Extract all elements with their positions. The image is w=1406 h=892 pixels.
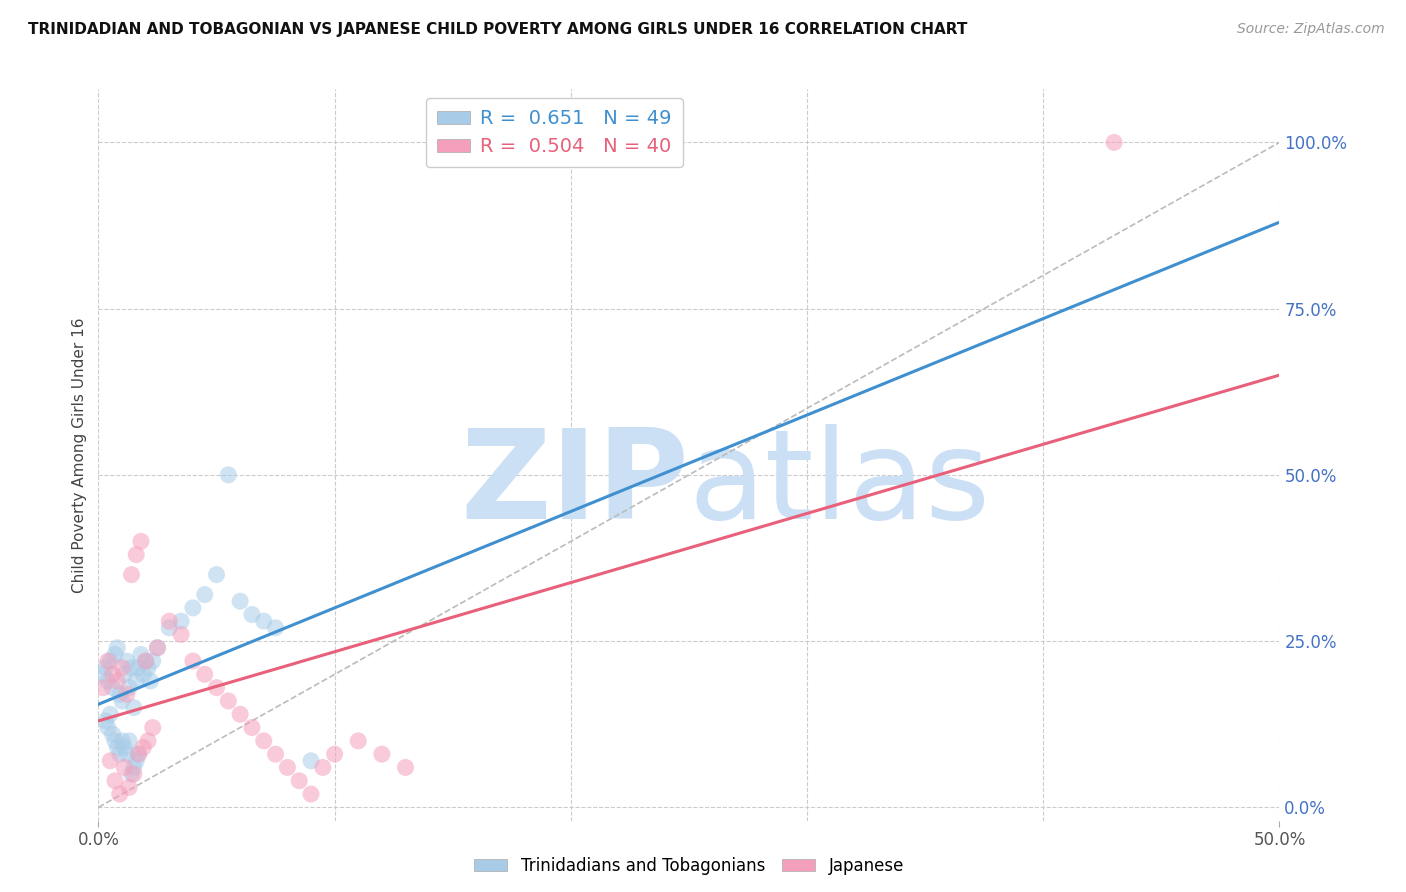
Point xyxy=(108,787,131,801)
Point xyxy=(101,667,124,681)
Point xyxy=(97,673,120,688)
Point xyxy=(217,467,239,482)
Point xyxy=(104,648,127,662)
Point xyxy=(98,754,121,768)
Point xyxy=(194,588,217,602)
Point xyxy=(111,734,134,748)
Text: atlas: atlas xyxy=(689,424,991,545)
Point xyxy=(312,760,335,774)
Point xyxy=(112,740,135,755)
Point xyxy=(125,754,148,768)
Point xyxy=(371,747,394,761)
Point xyxy=(264,747,287,761)
Y-axis label: Child Poverty Among Girls Under 16: Child Poverty Among Girls Under 16 xyxy=(72,318,87,592)
Point xyxy=(181,654,204,668)
Point xyxy=(139,673,162,688)
Text: TRINIDADIAN AND TOBAGONIAN VS JAPANESE CHILD POVERTY AMONG GIRLS UNDER 16 CORREL: TRINIDADIAN AND TOBAGONIAN VS JAPANESE C… xyxy=(28,22,967,37)
Point xyxy=(98,654,121,668)
Point xyxy=(181,600,204,615)
Point xyxy=(299,787,322,801)
Point xyxy=(129,534,152,549)
Point xyxy=(125,548,148,562)
Point xyxy=(108,687,131,701)
Point xyxy=(122,767,145,781)
Point xyxy=(170,627,193,641)
Point xyxy=(104,773,127,788)
Point xyxy=(205,681,228,695)
Point xyxy=(146,640,169,655)
Point xyxy=(205,567,228,582)
Point xyxy=(170,614,193,628)
Point xyxy=(136,734,159,748)
Legend: Trinidadians and Tobagonians, Japanese: Trinidadians and Tobagonians, Japanese xyxy=(467,850,911,882)
Point xyxy=(112,760,135,774)
Text: Source: ZipAtlas.com: Source: ZipAtlas.com xyxy=(1237,22,1385,37)
Point xyxy=(323,747,346,761)
Point xyxy=(128,661,150,675)
Point xyxy=(1102,136,1125,150)
Point xyxy=(157,621,180,635)
Point xyxy=(264,621,287,635)
Point xyxy=(194,667,217,681)
Point xyxy=(299,754,322,768)
Point xyxy=(394,760,416,774)
Point xyxy=(132,667,155,681)
Point xyxy=(157,614,180,628)
Point xyxy=(101,727,124,741)
Point xyxy=(128,747,150,761)
Point xyxy=(142,654,165,668)
Point xyxy=(132,740,155,755)
Point xyxy=(101,681,124,695)
Point xyxy=(129,648,152,662)
Point xyxy=(91,667,114,681)
Point xyxy=(94,714,117,728)
Point xyxy=(125,673,148,688)
Point xyxy=(122,760,145,774)
Point xyxy=(105,673,128,688)
Point xyxy=(94,661,117,675)
Point xyxy=(135,654,157,668)
Point xyxy=(111,694,134,708)
Point xyxy=(115,687,138,701)
Point xyxy=(121,767,143,781)
Point xyxy=(142,721,165,735)
Point xyxy=(253,614,276,628)
Point xyxy=(217,694,239,708)
Point xyxy=(288,773,311,788)
Point xyxy=(229,594,252,608)
Point xyxy=(105,640,128,655)
Point xyxy=(121,661,143,675)
Point xyxy=(128,747,150,761)
Point xyxy=(105,740,128,755)
Point xyxy=(108,747,131,761)
Point xyxy=(240,721,263,735)
Point xyxy=(122,700,145,714)
Point xyxy=(240,607,263,622)
Point xyxy=(121,567,143,582)
Point xyxy=(135,654,157,668)
Point xyxy=(136,661,159,675)
Point xyxy=(118,734,141,748)
Point xyxy=(253,734,276,748)
Point xyxy=(104,734,127,748)
Point xyxy=(229,707,252,722)
Point xyxy=(112,667,135,681)
Text: ZIP: ZIP xyxy=(460,424,689,545)
Point xyxy=(118,681,141,695)
Point xyxy=(146,640,169,655)
Point xyxy=(115,747,138,761)
Point xyxy=(118,780,141,795)
Point xyxy=(91,681,114,695)
Point xyxy=(97,654,120,668)
Point xyxy=(115,654,138,668)
Point xyxy=(98,707,121,722)
Point xyxy=(347,734,370,748)
Point xyxy=(97,721,120,735)
Point xyxy=(111,661,134,675)
Point xyxy=(276,760,298,774)
